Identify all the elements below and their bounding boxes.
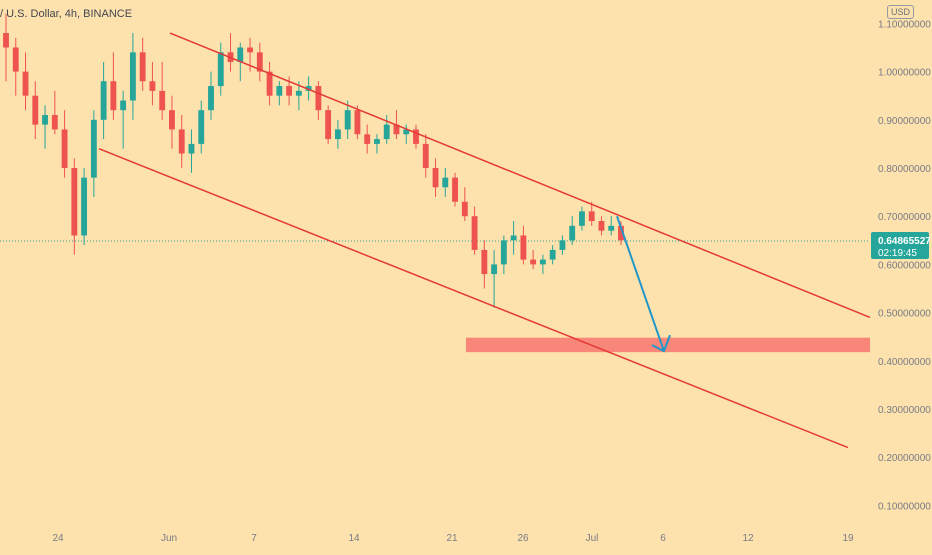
currency-badge[interactable]: USD <box>887 5 915 19</box>
candle-body <box>51 114 58 130</box>
y-tick-label: 0.90000000 <box>878 116 931 127</box>
candle-body <box>452 177 458 202</box>
x-tick-label: 6 <box>660 533 666 544</box>
candle-body <box>608 225 615 231</box>
y-tick-label: 1.10000000 <box>878 19 931 30</box>
candle-body <box>325 110 332 140</box>
candle-body <box>149 81 156 91</box>
candle-body <box>217 52 224 87</box>
candle-body <box>510 235 517 241</box>
y-tick-label: 0.70000000 <box>878 212 931 223</box>
channel-upper-line <box>169 32 871 319</box>
last-price-label <box>871 231 929 259</box>
y-tick-label: 0.60000000 <box>878 260 931 271</box>
candle-body <box>481 249 488 275</box>
candle-body <box>442 177 449 188</box>
candle-body <box>120 100 127 111</box>
candle-body <box>559 240 566 250</box>
last-price-value: 0.64865527 <box>878 236 931 247</box>
candle-body <box>90 119 97 178</box>
candle-body <box>520 235 527 260</box>
candle-body <box>549 249 556 260</box>
candle-body <box>305 86 312 91</box>
candle-body <box>598 221 605 231</box>
candle-body <box>178 129 185 154</box>
candle-body <box>295 90 302 96</box>
y-tick-label: 0.50000000 <box>878 309 931 320</box>
candle-body <box>569 225 576 241</box>
candle-body <box>266 71 273 96</box>
y-tick-label: 0.20000000 <box>878 453 931 464</box>
x-tick-label: 7 <box>251 533 257 544</box>
y-tick-label: 0.10000000 <box>878 501 931 512</box>
y-tick-label: 1.00000000 <box>878 68 931 79</box>
x-tick-label: 21 <box>446 533 458 544</box>
candle-body <box>12 47 19 72</box>
price-countdown: 02:19:45 <box>878 248 917 259</box>
candle-body <box>276 86 283 96</box>
x-tick-label: 24 <box>52 533 64 544</box>
candle-body <box>237 47 244 62</box>
candle-body <box>344 110 351 130</box>
candle-body <box>3 33 9 48</box>
candle-body <box>81 177 88 236</box>
candle-body <box>129 52 136 101</box>
candle-body <box>42 114 48 125</box>
candle-body <box>22 71 29 96</box>
candle-body <box>491 264 498 275</box>
candle-body <box>110 81 117 111</box>
x-tick-label: 19 <box>842 533 854 544</box>
y-tick-label: 0.40000000 <box>878 357 931 368</box>
x-tick-label: 26 <box>517 533 529 544</box>
candle-body <box>588 211 595 222</box>
projection-arrow-head <box>651 334 671 353</box>
candle-body <box>169 110 175 130</box>
x-tick-label: Jun <box>161 533 177 544</box>
candle-body <box>530 259 537 265</box>
candle-body <box>315 86 322 111</box>
candle-body <box>500 240 507 265</box>
candle-body <box>374 139 380 144</box>
projection-arrow <box>616 215 665 352</box>
candle-body <box>32 95 39 125</box>
x-tick-label: 14 <box>348 533 360 544</box>
candle-body <box>100 81 107 120</box>
x-tick-label: 12 <box>742 533 754 544</box>
channel-lower-line <box>98 148 849 449</box>
candle-body <box>139 52 146 82</box>
candle-body <box>364 134 371 144</box>
candle-body <box>208 86 214 111</box>
candle-body <box>393 124 400 135</box>
candle-body <box>461 201 468 217</box>
candle-body <box>159 90 166 111</box>
y-tick-label: 0.80000000 <box>878 164 931 175</box>
symbol-title: / U.S. Dollar, 4h, BINANCE <box>0 8 133 20</box>
candle-body <box>354 110 361 135</box>
x-tick-label: Jul <box>586 533 599 544</box>
candle-body <box>286 86 293 96</box>
candle-body <box>383 124 390 140</box>
candle-body <box>539 259 546 265</box>
candle-body <box>198 110 205 144</box>
candle-body <box>471 216 478 250</box>
candle-body <box>432 168 439 188</box>
candle-body <box>579 211 585 226</box>
candle-body <box>256 52 263 72</box>
candle-body <box>71 168 78 236</box>
candle-body <box>61 129 68 168</box>
candle-body <box>422 143 429 168</box>
candle-body <box>403 129 410 135</box>
candle-body <box>413 129 419 144</box>
y-tick-label: 0.30000000 <box>878 405 931 416</box>
candle-body <box>247 47 253 53</box>
target-zone <box>466 337 870 353</box>
candle-body <box>334 129 341 140</box>
candle-body <box>618 225 624 241</box>
candle-body <box>188 143 195 154</box>
